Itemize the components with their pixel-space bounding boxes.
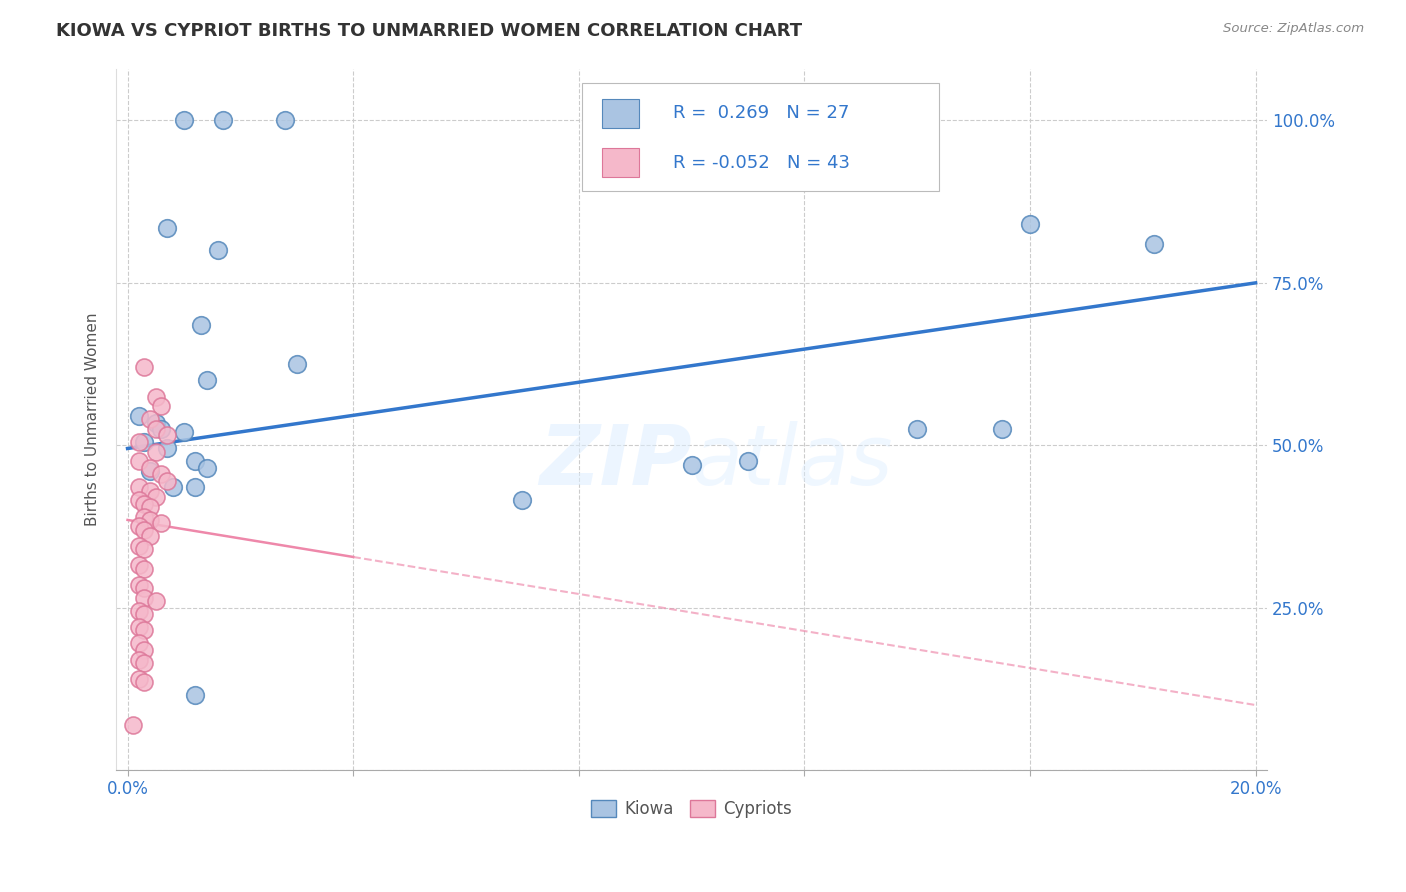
Point [156,428,179,442]
Point [905,422,928,436]
Point [128,480,150,494]
Point [128,409,150,423]
FancyBboxPatch shape [582,83,939,191]
FancyBboxPatch shape [602,99,638,128]
Point [145,444,167,458]
Point [681,458,703,472]
Point [190,318,212,332]
FancyBboxPatch shape [602,148,638,178]
Point [128,519,150,533]
Point [134,561,156,575]
Point [1019,218,1042,232]
Point [128,558,150,573]
Point [512,493,534,508]
Point [207,244,229,258]
Point [134,523,156,537]
Point [128,604,150,618]
Point [145,490,167,504]
Point [139,461,162,475]
Point [212,113,235,128]
Text: KIOWA VS CYPRIOT BIRTHS TO UNMARRIED WOMEN CORRELATION CHART: KIOWA VS CYPRIOT BIRTHS TO UNMARRIED WOM… [56,22,803,40]
Point [150,516,173,531]
Point [139,412,162,426]
Point [195,373,218,387]
Point [134,360,156,375]
Point [122,717,145,731]
Point [145,422,167,436]
Legend: Kiowa, Cypriots: Kiowa, Cypriots [583,793,799,825]
Point [150,467,173,482]
Point [128,435,150,450]
Point [173,113,195,128]
Point [134,643,156,657]
Point [285,357,308,371]
Point [173,425,195,440]
Point [162,480,184,494]
Point [128,636,150,650]
Point [128,454,150,468]
Point [150,399,173,413]
Point [274,113,297,128]
Point [134,542,156,557]
Point [991,422,1014,436]
Point [134,624,156,638]
Point [134,675,156,690]
Point [134,656,156,670]
Point [128,620,150,634]
Point [184,454,207,468]
Point [1143,236,1166,251]
Point [156,442,179,456]
Text: Source: ZipAtlas.com: Source: ZipAtlas.com [1223,22,1364,36]
Point [134,607,156,621]
Point [145,390,167,404]
Point [145,594,167,608]
Point [134,509,156,524]
Point [195,461,218,475]
Point [134,435,156,450]
Point [156,220,179,235]
Point [150,422,173,436]
Text: atlas: atlas [692,421,893,502]
Text: R =  0.269   N = 27: R = 0.269 N = 27 [673,104,849,122]
Point [184,688,207,702]
Point [134,591,156,605]
Point [139,529,162,543]
Point [128,493,150,508]
Point [156,474,179,488]
Point [134,581,156,595]
Point [139,483,162,498]
Point [128,578,150,592]
Y-axis label: Births to Unmarried Women: Births to Unmarried Women [86,312,100,526]
Point [737,454,759,468]
Point [128,672,150,686]
Point [128,652,150,666]
Text: ZIP: ZIP [538,421,692,502]
Point [128,539,150,553]
Point [139,500,162,514]
Point [184,480,207,494]
Text: R = -0.052   N = 43: R = -0.052 N = 43 [673,153,851,171]
Point [134,497,156,511]
Point [139,464,162,478]
Point [139,513,162,527]
Point [145,416,167,430]
